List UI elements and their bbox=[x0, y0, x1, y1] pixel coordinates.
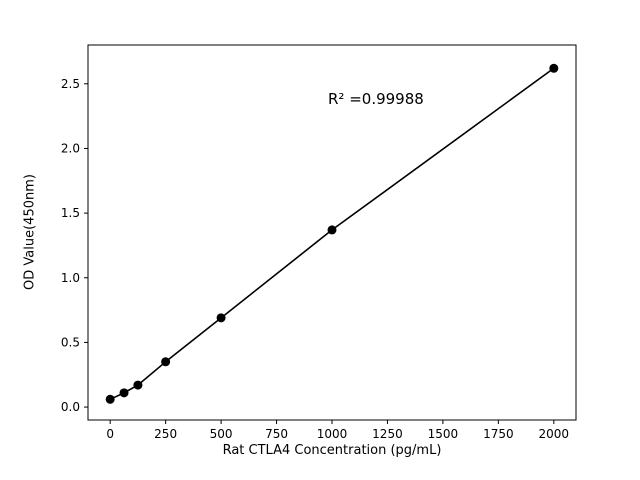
y-axis-label: OD Value(450nm) bbox=[22, 174, 38, 290]
x-tick-label: 500 bbox=[210, 427, 233, 441]
x-tick-label: 1750 bbox=[483, 427, 514, 441]
x-tick-label: 1500 bbox=[428, 427, 459, 441]
data-point-marker bbox=[216, 313, 226, 323]
data-point-marker bbox=[327, 225, 337, 235]
data-point-marker bbox=[119, 388, 129, 398]
x-tick-label: 1250 bbox=[372, 427, 403, 441]
y-tick-label: 0.5 bbox=[61, 335, 80, 349]
x-tick-label: 750 bbox=[265, 427, 288, 441]
x-tick-label: 1000 bbox=[317, 427, 348, 441]
x-tick-label: 2000 bbox=[539, 427, 570, 441]
y-tick-label: 1.0 bbox=[61, 271, 80, 285]
r-squared-annotation: R² =0.99988 bbox=[328, 90, 424, 108]
y-tick-label: 2.0 bbox=[61, 141, 80, 155]
data-point-marker bbox=[105, 394, 115, 404]
y-tick-label: 2.5 bbox=[61, 77, 80, 91]
data-point-marker bbox=[161, 357, 171, 367]
x-tick-label: 250 bbox=[154, 427, 177, 441]
data-point-marker bbox=[549, 63, 559, 73]
y-tick-label: 1.5 bbox=[61, 206, 80, 220]
data-point-marker bbox=[133, 380, 143, 390]
y-tick-label: 0.0 bbox=[61, 400, 80, 414]
x-axis-label: Rat CTLA4 Concentration (pg/mL) bbox=[222, 443, 442, 458]
x-tick-label: 0 bbox=[106, 427, 114, 441]
